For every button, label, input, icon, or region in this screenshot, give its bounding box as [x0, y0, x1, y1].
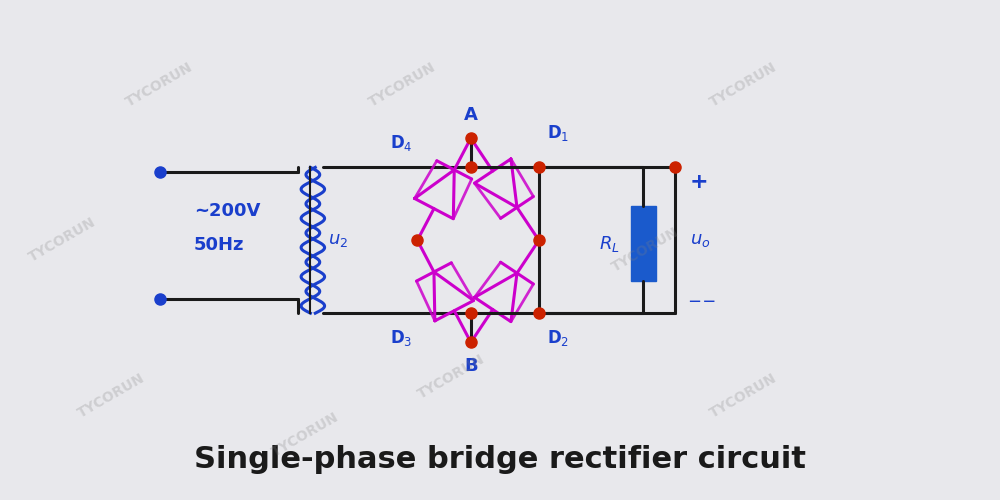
Text: TYCORUN: TYCORUN	[75, 371, 147, 420]
Text: A: A	[464, 106, 478, 124]
Text: ~200V: ~200V	[194, 202, 260, 220]
Text: TYCORUN: TYCORUN	[27, 216, 98, 265]
Text: D$_2$: D$_2$	[547, 328, 569, 347]
Text: TYCORUN: TYCORUN	[415, 352, 487, 401]
Text: D$_3$: D$_3$	[390, 328, 413, 347]
FancyBboxPatch shape	[631, 206, 656, 281]
Text: B: B	[464, 357, 478, 375]
Text: $R_L$: $R_L$	[599, 234, 620, 254]
Text: D$_1$: D$_1$	[547, 124, 569, 144]
Text: ─ ─: ─ ─	[690, 292, 715, 310]
Text: D$_4$: D$_4$	[390, 133, 413, 153]
Text: +: +	[690, 172, 708, 192]
Text: TYCORUN: TYCORUN	[610, 225, 682, 275]
Text: 50Hz: 50Hz	[194, 236, 244, 254]
Text: TYCORUN: TYCORUN	[707, 371, 779, 420]
Text: TYCORUN: TYCORUN	[124, 60, 196, 110]
Text: TYCORUN: TYCORUN	[270, 410, 342, 460]
Text: TYCORUN: TYCORUN	[707, 60, 779, 110]
Text: $u_2$: $u_2$	[328, 232, 348, 250]
Text: Single-phase bridge rectifier circuit: Single-phase bridge rectifier circuit	[194, 444, 806, 474]
Text: TYCORUN: TYCORUN	[367, 60, 439, 110]
Text: $u_o$: $u_o$	[690, 232, 710, 250]
